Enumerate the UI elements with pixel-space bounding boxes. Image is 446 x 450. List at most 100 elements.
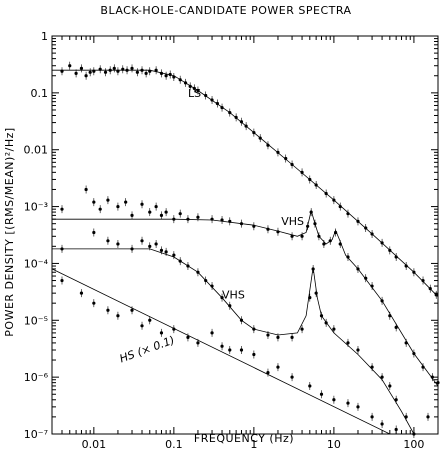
- data-point: [92, 198, 96, 207]
- point-marker: [159, 331, 164, 335]
- point-marker: [154, 68, 158, 72]
- x-tick-label: 10: [327, 438, 341, 450]
- point-marker: [244, 124, 248, 128]
- point-marker: [252, 352, 256, 357]
- point-marker: [276, 335, 280, 340]
- point-marker: [154, 242, 158, 246]
- data-point: [164, 208, 168, 217]
- point-marker: [116, 314, 120, 318]
- point-marker: [159, 248, 164, 252]
- point-marker: [220, 344, 224, 348]
- data-point: [130, 64, 134, 73]
- data-point: [356, 217, 360, 226]
- x-tick-label: 1: [250, 438, 257, 450]
- point-marker: [178, 78, 182, 82]
- data-point: [220, 216, 224, 225]
- point-marker: [228, 219, 232, 223]
- data-point: [154, 202, 158, 211]
- point-marker: [74, 71, 78, 75]
- point-marker: [434, 293, 438, 297]
- point-marker: [276, 230, 280, 234]
- point-marker: [421, 365, 425, 369]
- point-marker: [404, 415, 408, 419]
- point-marker: [148, 69, 152, 73]
- data-point: [380, 373, 384, 382]
- point-marker: [290, 234, 294, 238]
- point-marker: [239, 222, 244, 226]
- point-marker: [252, 130, 256, 135]
- data-point: [284, 154, 288, 163]
- data-point: [92, 67, 96, 76]
- data-point: [404, 262, 408, 271]
- data-point: [196, 268, 200, 277]
- point-marker: [116, 242, 120, 246]
- point-marker: [140, 239, 144, 243]
- data-point: [220, 293, 224, 302]
- x-axis-label: FREQUENCY (Hz): [194, 432, 294, 445]
- data-point: [290, 232, 294, 241]
- point-marker: [290, 335, 294, 340]
- data-point: [106, 236, 110, 245]
- model-curve-3: [52, 248, 415, 435]
- data-point: [412, 268, 416, 277]
- point-marker: [234, 115, 238, 120]
- data-point: [394, 425, 398, 434]
- data-point: [186, 262, 190, 271]
- data-point: [140, 66, 144, 75]
- point-marker: [116, 204, 120, 209]
- y-axis-label: POWER DENSITY [(RMS/MEAN)²/Hz]: [3, 127, 16, 336]
- y-tick-label: 10⁻⁷: [24, 428, 48, 441]
- data-point: [121, 65, 125, 74]
- point-marker: [276, 365, 280, 369]
- y-tick-label: 0.1: [31, 87, 49, 100]
- data-point: [220, 342, 224, 351]
- point-marker: [210, 217, 214, 221]
- data-point: [154, 66, 158, 75]
- annotation-label: VHS: [281, 215, 304, 228]
- data-point: [239, 316, 244, 325]
- data-point: [79, 289, 84, 298]
- point-marker: [188, 84, 192, 88]
- point-marker: [135, 70, 139, 74]
- point-marker: [239, 318, 244, 322]
- y-tick-label: 10⁻³: [24, 201, 48, 214]
- point-marker: [388, 248, 392, 252]
- data-point: [192, 84, 196, 93]
- point-marker: [332, 398, 336, 402]
- point-marker: [388, 314, 392, 318]
- point-marker: [346, 255, 350, 259]
- point-marker: [178, 212, 182, 216]
- data-point: [338, 239, 342, 248]
- point-marker: [159, 71, 164, 75]
- data-point: [159, 69, 164, 78]
- data-point: [210, 95, 214, 104]
- data-point: [266, 141, 270, 150]
- data-point: [172, 325, 176, 334]
- data-point: [370, 363, 374, 372]
- data-point: [140, 200, 144, 209]
- point-marker: [210, 98, 214, 102]
- data-point: [324, 318, 328, 327]
- point-marker: [228, 304, 232, 308]
- data-point: [164, 71, 168, 80]
- point-marker: [276, 150, 280, 154]
- data-point: [60, 67, 64, 76]
- data-point: [346, 399, 350, 408]
- data-points: [60, 61, 440, 438]
- data-point: [370, 229, 374, 238]
- data-point: [332, 395, 336, 404]
- data-point: [98, 205, 102, 214]
- point-marker: [266, 333, 270, 337]
- data-point: [332, 196, 336, 205]
- data-point: [60, 205, 64, 214]
- data-point: [98, 65, 102, 74]
- point-marker: [356, 267, 360, 271]
- data-point: [154, 239, 158, 248]
- data-point: [92, 299, 96, 308]
- data-point: [266, 331, 270, 340]
- data-point: [380, 296, 384, 305]
- data-point: [92, 228, 96, 237]
- point-marker: [220, 218, 224, 222]
- point-marker: [228, 110, 232, 115]
